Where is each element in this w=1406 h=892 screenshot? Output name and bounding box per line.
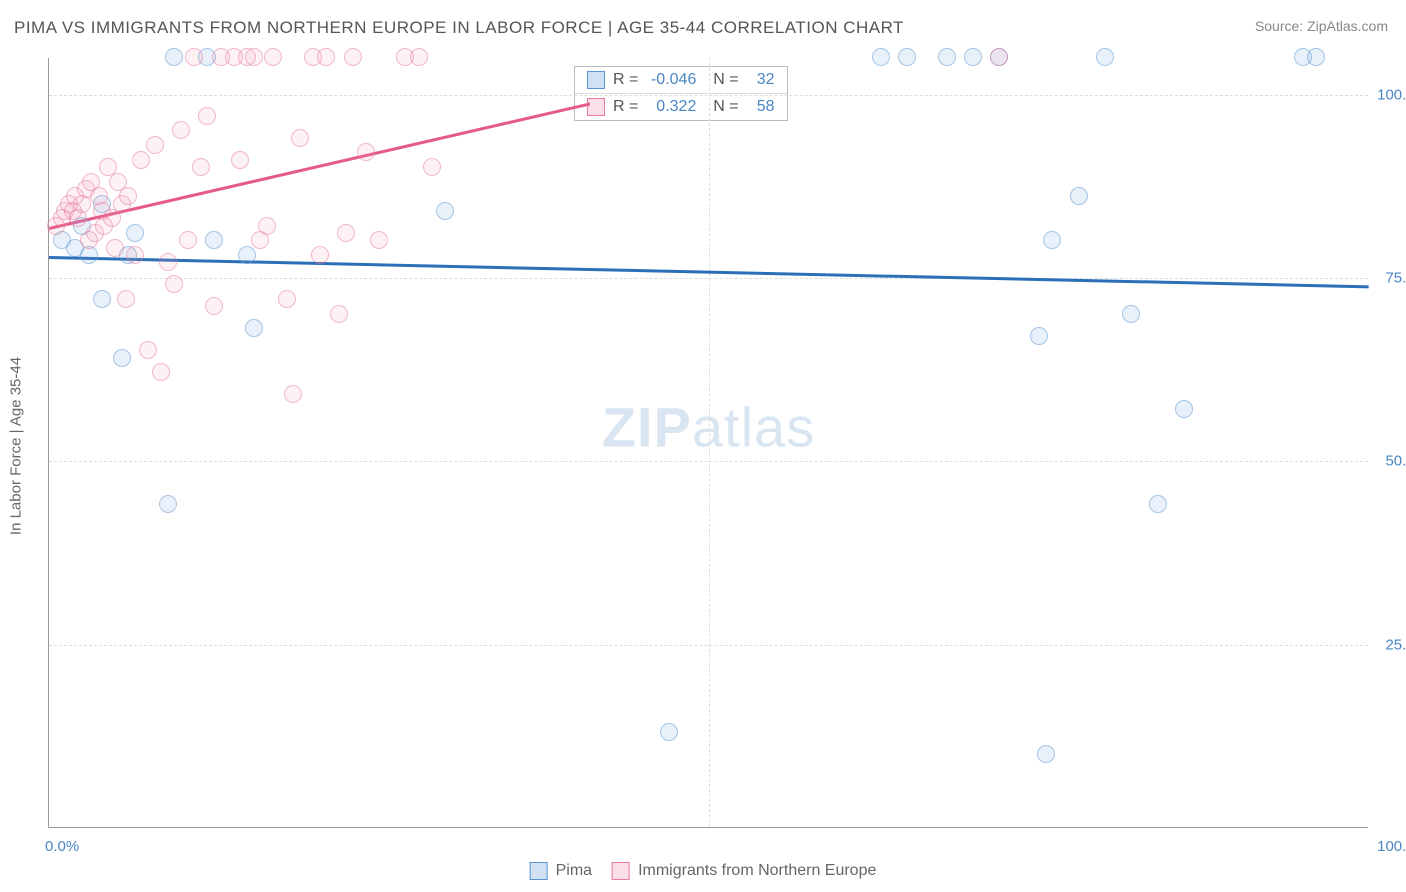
data-point (132, 151, 150, 169)
data-point (660, 723, 678, 741)
y-tick-label: 50.0% (1373, 453, 1406, 470)
data-point (126, 224, 144, 242)
legend-swatch-icon (587, 71, 605, 89)
data-point (357, 143, 375, 161)
x-tick-label: 100.0% (1377, 838, 1406, 855)
data-point (245, 48, 263, 66)
data-point (1175, 400, 1193, 418)
data-point (284, 385, 302, 403)
data-point (436, 202, 454, 220)
data-point (139, 341, 157, 359)
legend-item: Pima (530, 862, 592, 880)
legend-swatch-icon (530, 862, 548, 880)
data-point (898, 48, 916, 66)
data-point (106, 239, 124, 257)
data-point (165, 48, 183, 66)
y-tick-label: 100.0% (1373, 86, 1406, 103)
data-point (238, 246, 256, 264)
y-tick-label: 75.0% (1373, 270, 1406, 287)
data-point (119, 187, 137, 205)
data-point (990, 48, 1008, 66)
data-point (159, 495, 177, 513)
y-axis-label: In Labor Force | Age 35-44 (8, 357, 25, 535)
legend-item: Immigrants from Northern Europe (612, 862, 876, 880)
data-point (291, 129, 309, 147)
data-point (1030, 327, 1048, 345)
data-point (1149, 495, 1167, 513)
data-point (423, 158, 441, 176)
stats-row: R = 0.322 N = 58 (575, 93, 787, 120)
data-point (113, 349, 131, 367)
gridline-v (709, 58, 710, 827)
data-point (317, 48, 335, 66)
data-point (245, 319, 263, 337)
data-point (185, 48, 203, 66)
data-point (165, 275, 183, 293)
x-tick-label: 0.0% (45, 838, 79, 855)
data-point (1070, 187, 1088, 205)
data-point (872, 48, 890, 66)
data-point (1294, 48, 1312, 66)
data-point (93, 290, 111, 308)
data-point (146, 136, 164, 154)
data-point (172, 121, 190, 139)
legend-swatch-icon (587, 98, 605, 116)
data-point (278, 290, 296, 308)
data-point (198, 107, 216, 125)
data-point (231, 151, 249, 169)
data-point (205, 297, 223, 315)
data-point (1037, 745, 1055, 763)
data-point (370, 231, 388, 249)
data-point (126, 246, 144, 264)
data-point (410, 48, 428, 66)
data-point (264, 48, 282, 66)
data-point (1096, 48, 1114, 66)
plot-area: ZIPatlas R = -0.046 N = 32R = 0.322 N = … (48, 58, 1368, 828)
data-point (1043, 231, 1061, 249)
stats-row: R = -0.046 N = 32 (575, 67, 787, 93)
data-point (938, 48, 956, 66)
data-point (117, 290, 135, 308)
trend-line (49, 102, 591, 229)
source-label: Source: ZipAtlas.com (1255, 18, 1388, 34)
data-point (337, 224, 355, 242)
y-tick-label: 25.0% (1373, 636, 1406, 653)
stats-legend: R = -0.046 N = 32R = 0.322 N = 58 (574, 66, 788, 121)
data-point (179, 231, 197, 249)
chart-title: PIMA VS IMMIGRANTS FROM NORTHERN EUROPE … (14, 18, 904, 38)
data-point (344, 48, 362, 66)
bottom-legend: Pima Immigrants from Northern Europe (530, 862, 877, 880)
data-point (1122, 305, 1140, 323)
data-point (159, 253, 177, 271)
data-point (192, 158, 210, 176)
data-point (964, 48, 982, 66)
data-point (311, 246, 329, 264)
data-point (330, 305, 348, 323)
legend-swatch-icon (612, 862, 630, 880)
data-point (152, 363, 170, 381)
data-point (258, 217, 276, 235)
data-point (205, 231, 223, 249)
